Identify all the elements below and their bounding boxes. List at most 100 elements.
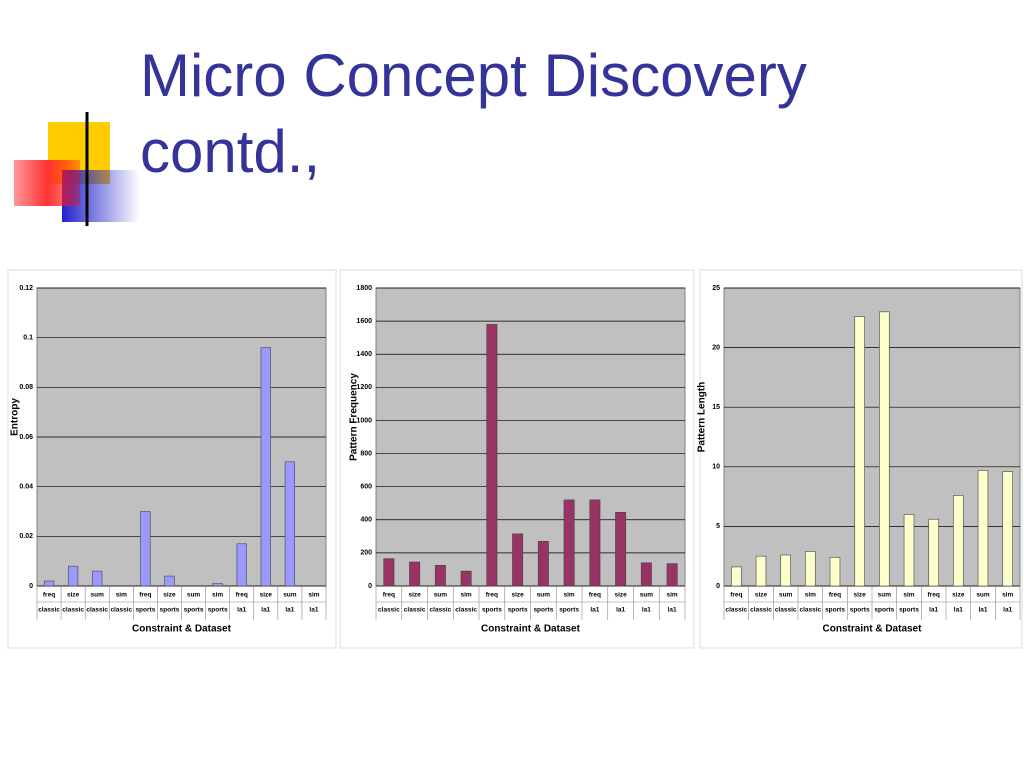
y-tick-label: 1000	[356, 417, 372, 424]
bar	[977, 470, 989, 587]
y-tick-label: 1800	[356, 285, 372, 292]
x-group-label: sports	[508, 607, 528, 614]
y-tick-label: 1600	[356, 318, 372, 325]
x-group-label: classic	[86, 607, 108, 614]
x-tick-label: freq	[730, 592, 742, 599]
bar	[805, 551, 816, 587]
bar	[928, 518, 939, 587]
y-tick-label: 5	[716, 523, 720, 530]
bar	[879, 311, 890, 587]
x-group-label: la1	[616, 607, 625, 614]
bar	[212, 583, 223, 587]
x-group-label: classic	[38, 607, 60, 614]
bar	[563, 499, 575, 587]
x-group-label: classic	[430, 607, 452, 614]
plot-area	[723, 287, 1021, 587]
x-tick-label: freq	[486, 592, 498, 599]
bar	[589, 499, 601, 587]
x-group-label: sports	[825, 607, 845, 614]
x-tick-label: sum	[976, 592, 990, 599]
bar	[164, 575, 175, 587]
x-tick-label: sim	[116, 592, 127, 599]
bar	[537, 540, 549, 587]
x-tick-label: size	[163, 592, 176, 599]
y-tick-label: 0.1	[23, 335, 33, 342]
chart-frame	[7, 269, 337, 649]
y-tick-label: 25	[712, 285, 720, 292]
x-tick-label: sum	[91, 592, 105, 599]
x-tick-label: freq	[928, 592, 940, 599]
bar	[284, 461, 295, 587]
bar	[640, 562, 652, 587]
x-tick-label: size	[952, 592, 965, 599]
logo	[14, 112, 980, 226]
y-tick-label: 600	[360, 484, 372, 491]
x-group-label: la1	[590, 607, 599, 614]
bar	[92, 570, 103, 587]
x-axis-title: Constraint & Dataset	[132, 624, 232, 635]
x-tick-label: sum	[537, 592, 551, 599]
x-tick-label: sim	[805, 592, 816, 599]
bar	[43, 580, 55, 587]
x-group-label: sports	[135, 607, 155, 614]
bar	[780, 554, 791, 587]
y-tick-label: 1400	[356, 351, 372, 358]
x-axis-title: Constraint & Dataset	[823, 624, 923, 635]
x-group-label: la1	[261, 607, 270, 614]
x-tick-label: freq	[829, 592, 841, 599]
y-tick-label: 0.06	[19, 434, 33, 441]
x-group-label: classic	[799, 607, 821, 614]
bar	[140, 511, 151, 587]
x-tick-label: freq	[139, 592, 151, 599]
bar	[1002, 471, 1013, 587]
bar	[731, 566, 742, 587]
x-tick-label: sum	[640, 592, 654, 599]
x-tick-label: sum	[779, 592, 793, 599]
bar	[260, 347, 271, 587]
x-group-label: la1	[237, 607, 246, 614]
y-axis-title: Pattern Frequency	[349, 373, 360, 461]
y-tick-label: 1200	[356, 384, 372, 391]
x-tick-label: size	[755, 592, 768, 599]
y-tick-label: 0.08	[19, 384, 33, 391]
slide-title: Micro Concept Discovery contd.,	[140, 42, 807, 185]
x-group-label: la1	[285, 607, 294, 614]
x-group-label: classic	[110, 607, 132, 614]
bar	[755, 555, 767, 587]
x-tick-label: sum	[283, 592, 297, 599]
y-tick-label: 0.04	[19, 484, 33, 491]
x-tick-label: size	[260, 592, 273, 599]
chart-frame	[339, 269, 695, 649]
x-group-label: sports	[850, 607, 870, 614]
bar	[460, 570, 472, 587]
x-group-label: classic	[404, 607, 426, 614]
bar	[512, 533, 524, 587]
bar	[236, 543, 247, 587]
x-group-label: classic	[455, 607, 477, 614]
x-tick-label: sim	[667, 592, 678, 599]
x-tick-label: sim	[461, 592, 472, 599]
x-tick-label: sum	[878, 592, 892, 599]
bar	[383, 558, 395, 587]
x-tick-label: freq	[589, 592, 601, 599]
x-tick-label: freq	[236, 592, 248, 599]
bar	[829, 557, 841, 587]
x-group-label: sports	[874, 607, 894, 614]
chart-frame	[699, 269, 1023, 649]
x-tick-label: sim	[212, 592, 223, 599]
x-axis-title: Constraint & Dataset	[481, 624, 581, 635]
x-tick-label: size	[511, 592, 524, 599]
bar	[903, 514, 915, 587]
y-tick-label: 800	[360, 450, 372, 457]
x-group-label: sports	[184, 607, 204, 614]
y-tick-label: 400	[360, 517, 372, 524]
y-tick-label: 0	[368, 583, 372, 590]
x-group-label: la1	[929, 607, 938, 614]
x-tick-label: sim	[903, 592, 914, 599]
x-group-label: la1	[668, 607, 677, 614]
x-group-label: sports	[160, 607, 180, 614]
x-group-label: classic	[378, 607, 400, 614]
bar	[434, 565, 446, 587]
